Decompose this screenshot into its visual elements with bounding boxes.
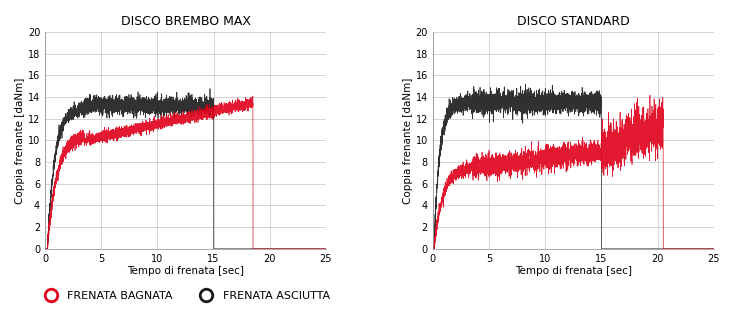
Title: DISCO BREMBO MAX: DISCO BREMBO MAX bbox=[121, 15, 251, 28]
X-axis label: Tempo di frenata [sec]: Tempo di frenata [sec] bbox=[514, 267, 632, 276]
Y-axis label: Coppia frenante [daNm]: Coppia frenante [daNm] bbox=[403, 77, 413, 204]
Y-axis label: Coppia frenante [daNm]: Coppia frenante [daNm] bbox=[15, 77, 25, 204]
Legend: FRENATA BAGNATA, FRENATA ASCIUTTA: FRENATA BAGNATA, FRENATA ASCIUTTA bbox=[35, 286, 334, 305]
Title: DISCO STANDARD: DISCO STANDARD bbox=[517, 15, 630, 28]
X-axis label: Tempo di frenata [sec]: Tempo di frenata [sec] bbox=[127, 267, 244, 276]
